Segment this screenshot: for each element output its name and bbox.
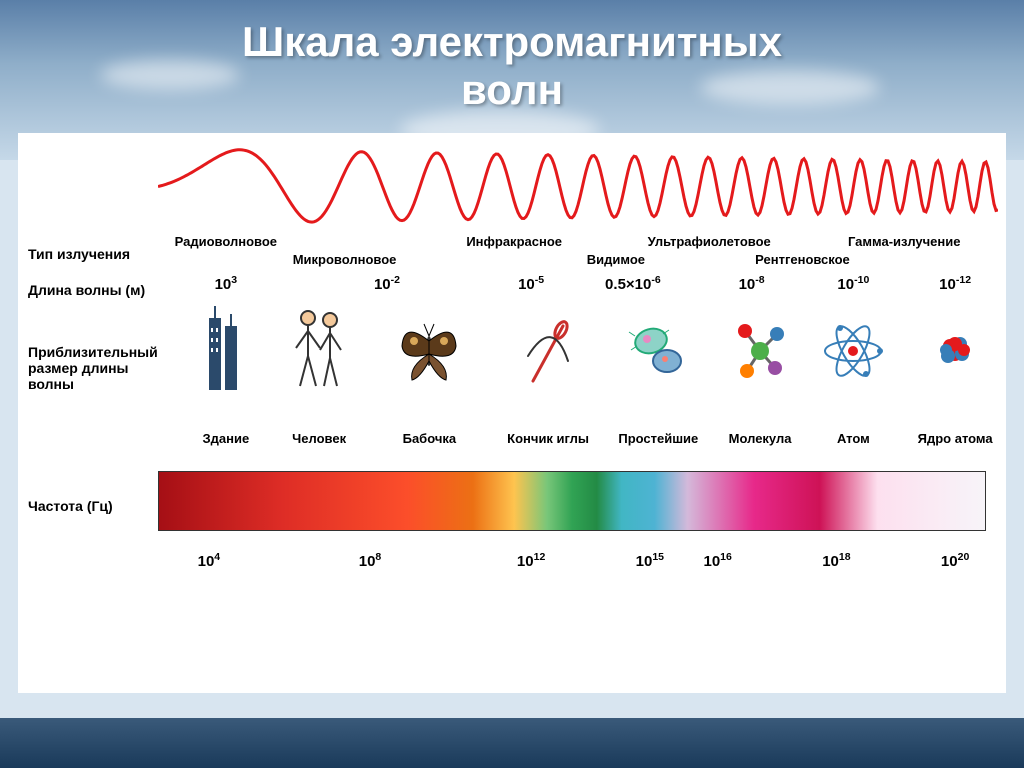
spectrum-bar: [158, 471, 986, 531]
radiation-type: Рентгеновское: [755, 252, 850, 267]
wavelength-value: 10-8: [739, 274, 765, 293]
size-icon-nucleus: [920, 306, 990, 396]
wavelength-value: 10-2: [374, 274, 400, 293]
size-icon-butterfly: [394, 306, 464, 396]
title-line-2: волн: [461, 66, 563, 113]
page-title: Шкала электромагнитных волн: [0, 0, 1024, 115]
size-label: Ядро атома: [918, 431, 993, 446]
size-icon-human: [284, 306, 354, 396]
title-line-1: Шкала электромагнитных: [242, 18, 782, 65]
size-label: Атом: [837, 431, 870, 446]
wavelength-value: 10-12: [939, 274, 971, 293]
size-comp-l2: размер длины: [28, 360, 129, 376]
frequency-value: 104: [198, 551, 221, 570]
radiation-type-label: Тип излучения: [18, 246, 158, 262]
size-label: Здание: [202, 431, 249, 446]
frequency-value: 1020: [941, 551, 969, 570]
wavelength-value: 0.5×10-6: [605, 274, 661, 293]
radiation-type: Гамма-излучение: [848, 234, 961, 249]
frequency-value: 108: [359, 551, 382, 570]
size-comp-l3: волны: [28, 376, 74, 392]
size-icon-protozoa: [623, 306, 693, 396]
size-comp-l1: Приблизительный: [28, 344, 158, 360]
radiation-type: Видимое: [587, 252, 645, 267]
size-icon-needle: [513, 306, 583, 396]
size-icon-molecule: [725, 306, 795, 396]
wave-curve: [158, 139, 998, 234]
frequency-value: 1015: [636, 551, 664, 570]
frequency-label: Частота (Гц): [18, 498, 158, 514]
size-label: Кончик иглы: [507, 431, 589, 446]
radiation-type: Инфракрасное: [466, 234, 562, 249]
wavelength-value: 10-5: [518, 274, 544, 293]
radiation-type: Микроволновое: [293, 252, 397, 267]
wavelength-label: Длина волны (м): [18, 282, 158, 298]
size-icon-building: [191, 306, 261, 396]
frequency-value: 1012: [517, 551, 545, 570]
spectrum-chart: Тип излучения Радиоволновое Микроволновое…: [18, 133, 1006, 693]
radiation-type: Радиоволновое: [175, 234, 277, 249]
size-label: Бабочка: [403, 431, 457, 446]
wavelength-value: 10-10: [837, 274, 869, 293]
size-label: Простейшие: [618, 431, 698, 446]
size-label: Человек: [292, 431, 346, 446]
size-label: Молекула: [729, 431, 792, 446]
size-icon-atom: [818, 306, 888, 396]
frequency-value: 1018: [822, 551, 850, 570]
frequency-value: 1016: [703, 551, 731, 570]
wavelength-value: 103: [215, 274, 238, 293]
radiation-type: Ультрафиолетовое: [648, 234, 771, 249]
